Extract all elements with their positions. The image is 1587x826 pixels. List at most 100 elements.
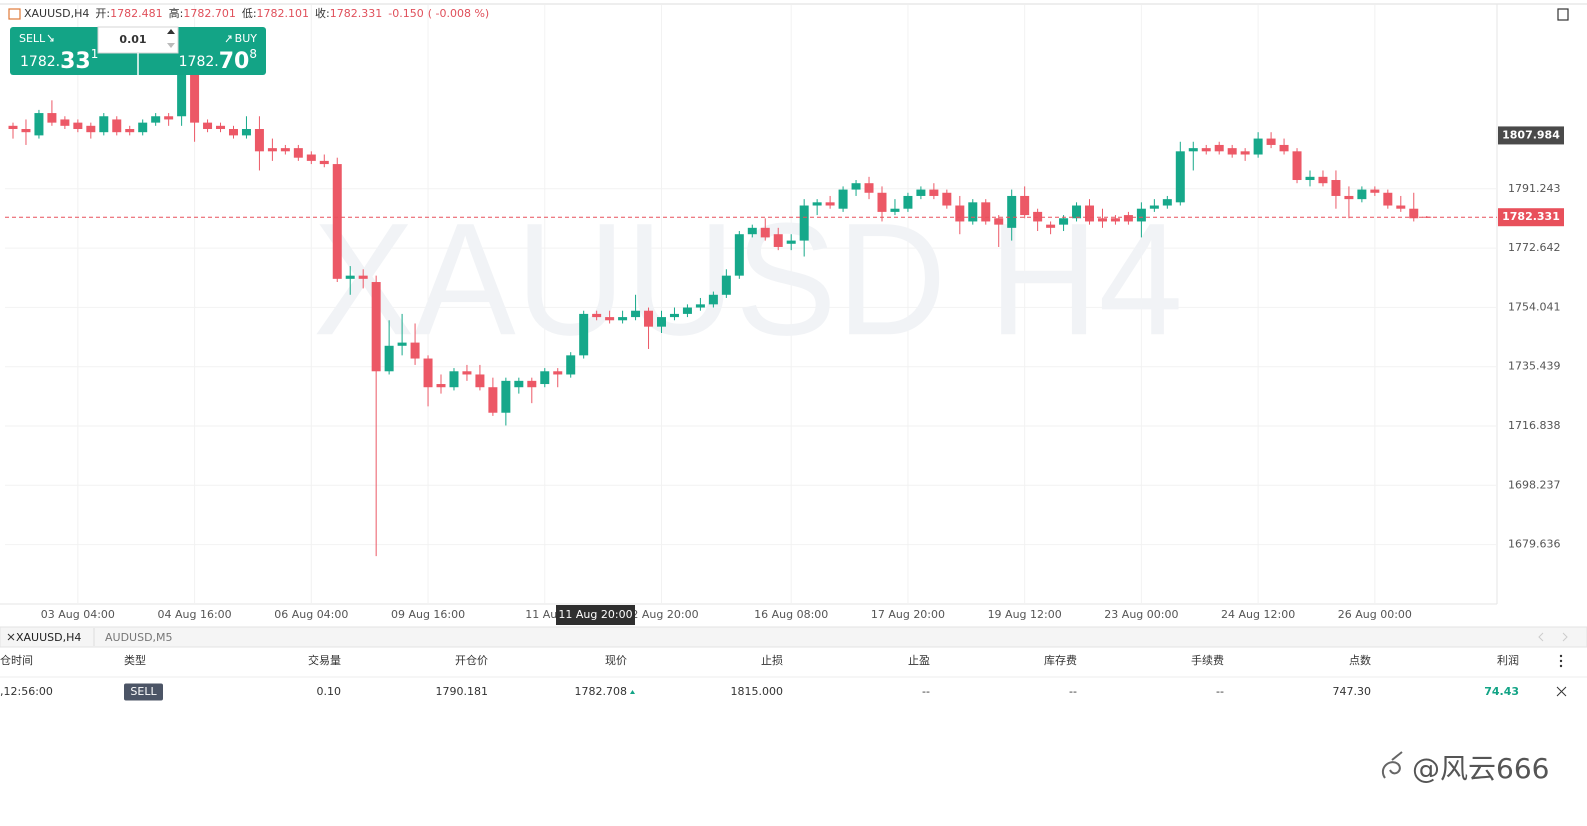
- price-marker-label: 1782.331: [1502, 210, 1560, 223]
- buy-arrow: [225, 35, 232, 43]
- candle-body: [592, 313, 602, 318]
- y-tick-label: 1791.243: [1508, 182, 1561, 195]
- table-header: 点数: [1349, 654, 1371, 667]
- table-cell: --: [1069, 685, 1077, 698]
- x-tick-label: 17 Aug 20:00: [871, 608, 945, 621]
- sell-button[interactable]: SELL 1782.331: [19, 32, 98, 74]
- tab[interactable]: XAUUSD,H4: [16, 631, 81, 644]
- candle-body: [1059, 218, 1069, 225]
- candle-body: [1292, 151, 1302, 181]
- chart-watermark: XAUUSD H4: [313, 189, 1183, 368]
- x-tick-label: 19 Aug 12:00: [988, 608, 1062, 621]
- candle-body: [968, 202, 978, 222]
- candle-body: [1175, 151, 1185, 203]
- buy-label[interactable]: BUY: [235, 32, 258, 45]
- ohlc-label: 高:: [169, 6, 184, 20]
- table-cell: 74.43: [1484, 685, 1519, 698]
- candle-body: [942, 192, 952, 206]
- volume-value[interactable]: 0.01: [119, 33, 146, 46]
- table-header: 库存费: [1044, 653, 1077, 667]
- sell-price-main: 1782.: [20, 54, 60, 70]
- candle-body: [99, 116, 109, 133]
- table-cell: 1790.181: [436, 685, 489, 698]
- candle-body: [747, 227, 757, 235]
- ohlc-value: 1782.481: [110, 7, 163, 20]
- x-tick-label: 03 Aug 04:00: [41, 608, 115, 621]
- candle-body: [345, 275, 355, 279]
- candle-body: [1370, 189, 1380, 193]
- table-menu[interactable]: [1559, 654, 1563, 668]
- candle-body: [540, 371, 550, 385]
- symbol: XAUUSD,H4: [24, 7, 89, 20]
- table-cell: --: [922, 685, 930, 698]
- change: -0.150: [388, 7, 423, 20]
- candle-body: [1072, 205, 1082, 219]
- sell-label[interactable]: SELL: [19, 32, 46, 45]
- y-tick-label: 1716.838: [1508, 419, 1561, 432]
- tab-close[interactable]: [7, 633, 15, 641]
- sell-price[interactable]: 1782.331: [20, 47, 98, 75]
- candle-body: [332, 164, 342, 279]
- candle-body: [877, 192, 887, 212]
- candle-body: [1344, 195, 1354, 200]
- table-cell: SELL: [130, 685, 157, 698]
- candle-body: [786, 240, 796, 244]
- maximize-icon[interactable]: [1557, 8, 1569, 21]
- candle-body: [436, 384, 446, 388]
- tab[interactable]: AUDUSD,M5: [105, 631, 173, 644]
- ohlc-value: 1782.331: [330, 7, 383, 20]
- candle-body: [682, 307, 692, 314]
- candle-body: [916, 189, 926, 196]
- close-position[interactable]: [1556, 686, 1567, 697]
- candle-body: [657, 317, 666, 327]
- x-tick-label: 11 Aug: [525, 608, 564, 621]
- buy-button[interactable]: BUY 1782.708: [179, 32, 258, 74]
- candle-body: [1007, 195, 1017, 228]
- candle-body: [449, 371, 459, 388]
- candle-body: [994, 218, 1004, 225]
- table-cell: 0.10: [317, 685, 342, 698]
- brand-watermark: @风云666: [1381, 751, 1549, 785]
- ohlc-label: 收:: [315, 6, 330, 20]
- candle-body: [21, 129, 31, 133]
- y-tick-label: 1735.439: [1508, 360, 1561, 373]
- buy-price-main: 1782.: [179, 54, 219, 70]
- candle-body: [799, 205, 809, 241]
- candle-body: [190, 74, 200, 123]
- candle-body: [1214, 144, 1224, 152]
- candle-body: [838, 189, 848, 209]
- candle-body: [1085, 205, 1095, 222]
- table-header: 止盈: [908, 654, 930, 667]
- candle-body: [501, 380, 511, 413]
- x-tick-label: 23 Aug 00:00: [1104, 608, 1178, 621]
- candle-body: [864, 183, 874, 193]
- crosshair-box: [556, 605, 635, 625]
- y-tick-label: 1679.636: [1508, 538, 1561, 551]
- candle-body: [1149, 205, 1159, 209]
- table-header: 交易量: [308, 653, 341, 667]
- candles: [8, 58, 1432, 557]
- y-tick-label: 1772.642: [1508, 241, 1561, 254]
- volume-down[interactable]: [167, 43, 175, 48]
- candle-body: [177, 71, 187, 117]
- candle-body: [60, 119, 70, 126]
- candle-body: [306, 154, 316, 161]
- volume-up[interactable]: [167, 29, 175, 34]
- buy-price-sup: 8: [249, 47, 257, 61]
- candle-body: [929, 189, 939, 196]
- tab-scroll[interactable]: [1538, 632, 1568, 642]
- price-up-icon: [630, 690, 635, 694]
- candle-body: [890, 208, 900, 212]
- sell-arrow: [47, 34, 54, 42]
- candle-body: [1201, 148, 1211, 152]
- candle-body: [203, 122, 213, 130]
- candle-body: [86, 125, 96, 133]
- buy-price[interactable]: 1782.708: [179, 47, 257, 75]
- candle-body: [34, 113, 44, 136]
- candle-body: [73, 122, 83, 130]
- x-tick-label: 24 Aug 12:00: [1221, 608, 1295, 621]
- overlay: 1679.636 1698.237 1716.838 1735.439 1754.041…: [5, 126, 1564, 625]
- candle-body: [1409, 208, 1419, 219]
- candle-body: [618, 317, 628, 321]
- x-tick-label: 26 Aug 00:00: [1338, 608, 1412, 621]
